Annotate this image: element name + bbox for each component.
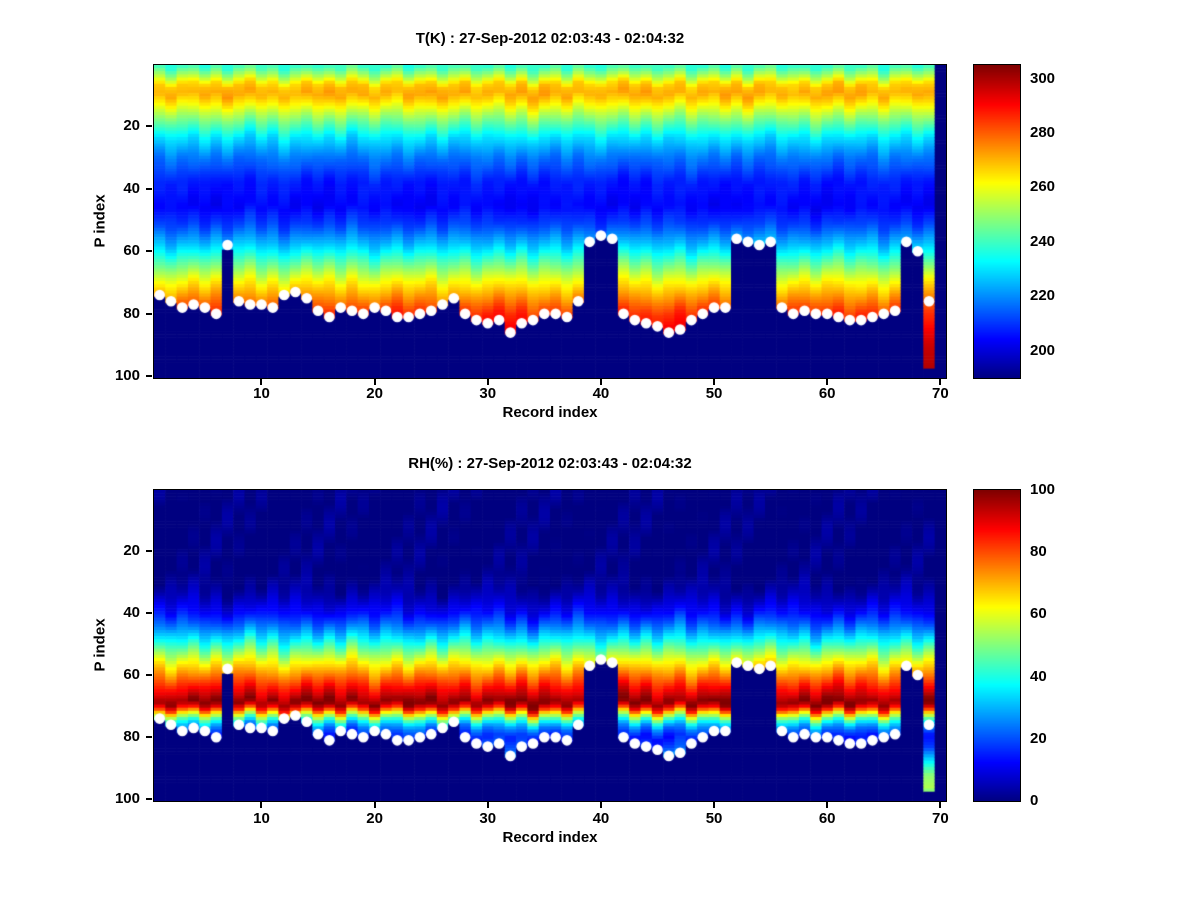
y-tick-mark [146,125,152,128]
x-tick-label: 30 [479,385,497,402]
y-tick-label: 80 [123,728,140,746]
x-tick-label: 10 [253,385,270,402]
x-tick-mark [599,802,602,808]
colorbar-tick-label: 280 [1030,124,1056,142]
temperature-heatmap-canvas [153,64,947,379]
x-tick-label: 70 [931,810,949,827]
y-tick-label: 100 [114,790,140,808]
x-tick-label: 50 [705,810,723,827]
y-tick-label: 80 [123,304,140,322]
x-tick-label: 50 [705,385,723,402]
colorbar-tick-label: 300 [1030,69,1056,87]
y-tick-mark [146,312,152,315]
humidity-colorbar-canvas [973,489,1021,802]
x-tick-mark [260,379,263,385]
y-tick-mark [146,736,152,739]
temperature-y-axis-label: P index [91,194,109,248]
y-tick-mark [146,250,152,253]
humidity-heatmap-canvas [153,489,947,802]
y-tick-label: 100 [114,367,140,385]
y-tick-mark [146,611,152,614]
y-tick-label: 20 [123,117,140,135]
x-tick-label: 60 [818,385,836,402]
x-tick-mark [826,379,829,385]
colorbar-tick-label: 60 [1030,605,1047,623]
colorbar-tick-label: 0 [1030,792,1039,809]
x-tick-mark [373,802,376,808]
colorbar-tick-label: 260 [1030,178,1056,196]
humidity-x-axis-label: Record index [502,829,598,846]
y-tick-label: 20 [123,541,140,559]
x-tick-mark [373,379,376,385]
y-tick-label: 60 [123,666,140,684]
y-tick-label: 40 [123,179,140,197]
x-tick-label: 30 [479,810,497,827]
x-tick-label: 60 [818,810,836,827]
x-tick-mark [260,802,263,808]
x-tick-mark [713,802,716,808]
y-tick-label: 40 [123,603,140,621]
y-tick-label: 60 [123,242,140,260]
colorbar-tick-label: 100 [1030,481,1056,498]
temperature-x-axis-label: Record index [502,404,598,421]
x-tick-label: 40 [592,385,610,402]
x-tick-label: 40 [592,810,610,827]
x-tick-label: 20 [366,385,383,402]
y-tick-mark [146,187,152,190]
x-tick-mark [939,802,942,808]
colorbar-tick-label: 20 [1030,729,1047,747]
temperature-plot-title: T(K) : 27-Sep-2012 02:03:43 - 02:04:32 [415,30,685,47]
x-tick-label: 10 [253,810,270,827]
colorbar-tick-label: 240 [1030,232,1056,250]
x-tick-mark [486,802,489,808]
colorbar-tick-label: 80 [1030,543,1047,561]
temperature-colorbar-canvas [973,64,1021,379]
humidity-plot-title: RH(%) : 27-Sep-2012 02:03:43 - 02:04:32 [408,455,692,472]
y-tick-mark [146,674,152,677]
humidity-y-axis-label: P index [91,618,109,672]
x-tick-mark [486,379,489,385]
colorbar-tick-label: 40 [1030,667,1047,685]
y-tick-mark [146,549,152,552]
x-tick-mark [599,379,602,385]
colorbar-tick-label: 220 [1030,287,1056,305]
x-tick-label: 20 [366,810,383,827]
y-tick-mark [146,375,152,378]
x-tick-label: 70 [931,385,949,402]
x-tick-mark [939,379,942,385]
colorbar-tick-label: 200 [1030,341,1056,359]
x-tick-mark [713,379,716,385]
y-tick-mark [146,798,152,801]
x-tick-mark [826,802,829,808]
